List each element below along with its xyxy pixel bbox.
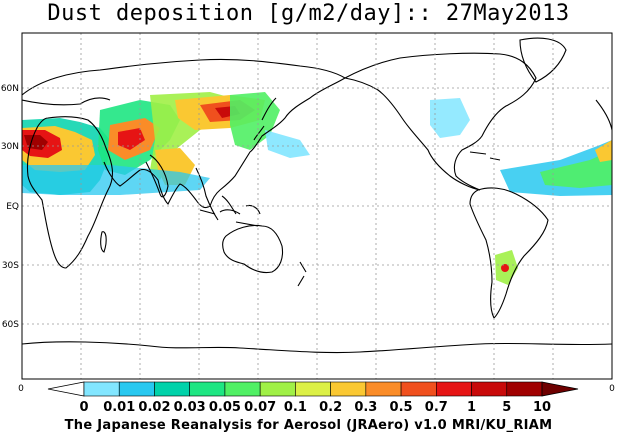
colorbar-end-left: 0 (18, 384, 24, 394)
colorbar-bin (471, 381, 508, 397)
dust-region-pacific-plume (265, 130, 310, 158)
coastline-madagascar (100, 231, 107, 253)
colorbar-label: 0.2 (319, 400, 342, 415)
dust-region-argentina-peak (501, 264, 509, 272)
coastline-antarctica (22, 341, 612, 354)
colorbar-label: 10 (533, 400, 551, 415)
colorbar-label: 0.7 (425, 400, 448, 415)
colorbar-label: 0.01 (103, 400, 135, 415)
coastline-layer (22, 37, 612, 354)
colorbar-bin (154, 381, 190, 397)
coastline-north-america (343, 52, 537, 191)
dust-region-atlantic-peak (595, 140, 612, 162)
map-content (22, 33, 612, 379)
coastline-south-america (469, 187, 549, 319)
map-frame (21, 32, 613, 380)
colorbar-label: 0.02 (138, 400, 170, 415)
dust-region-atlantic-core (540, 150, 612, 188)
colorbar-label: 1 (467, 400, 476, 415)
colorbar-label: 0.07 (244, 400, 276, 415)
coastline-australia (222, 224, 284, 274)
coastline-europe-east-edge (595, 99, 612, 131)
coastline-africa (26, 116, 114, 269)
colorbar-arrow-high (541, 381, 579, 397)
colorbar-bin (436, 381, 472, 397)
colorbar-label: 0.1 (284, 400, 307, 415)
colorbar-label: 5 (502, 400, 511, 415)
dust-region-sahel-belt (22, 165, 210, 195)
dust-field-layer (22, 92, 612, 285)
dust-region-arabia-peak (118, 128, 145, 150)
coastline-greenland (519, 37, 567, 83)
gridlines (22, 33, 612, 379)
coastline-new-zealand (297, 261, 307, 287)
lat-label-30s: 30S (2, 261, 19, 271)
colorbar-bin (118, 381, 155, 397)
colorbar-arrow-low (47, 381, 85, 397)
colorbar-bin (330, 381, 367, 397)
coastline-indonesia (199, 204, 261, 227)
lat-label-60s: 60S (2, 320, 19, 330)
colorbar-bin (224, 381, 261, 397)
colorbar-label: 0.05 (209, 400, 241, 415)
colorbar-label: 0.3 (354, 400, 377, 415)
colorbar-label: 0.5 (390, 400, 413, 415)
colorbar-label: 0 (79, 400, 88, 415)
coastline-eurasia (22, 58, 347, 209)
coastline-europe (22, 97, 111, 106)
colorbar-bin (189, 381, 226, 397)
colorbar-end-right: 0 (609, 384, 615, 394)
coastline-caribbean (469, 151, 501, 161)
colorbar-bin (83, 381, 120, 397)
map-title: Dust deposition [g/m2/day]:: 27May2013 (47, 1, 570, 26)
coastline-india (145, 154, 169, 198)
colorbar-label: 0.03 (174, 400, 206, 415)
colorbar-bin (295, 381, 331, 397)
lat-label-60n: 60N (1, 84, 19, 94)
colorbar-bin (506, 381, 543, 397)
latitude-labels: 60N 30N EQ 30S 60S (1, 84, 19, 330)
lat-label-30n: 30N (1, 142, 19, 152)
colorbar-bin (365, 381, 402, 397)
dust-region-north-america (430, 98, 470, 138)
colorbar: 0 0.01 0.02 0.03 0.05 0.07 0.1 0.2 0.3 0.5 0.7 1 5 10 (47, 381, 579, 415)
colorbar-bin (259, 381, 296, 397)
credit-line: The Japanese Reanalysis for Aerosol (JRA… (64, 418, 553, 433)
colorbar-bin (400, 381, 437, 397)
lat-label-eq: EQ (6, 202, 19, 212)
